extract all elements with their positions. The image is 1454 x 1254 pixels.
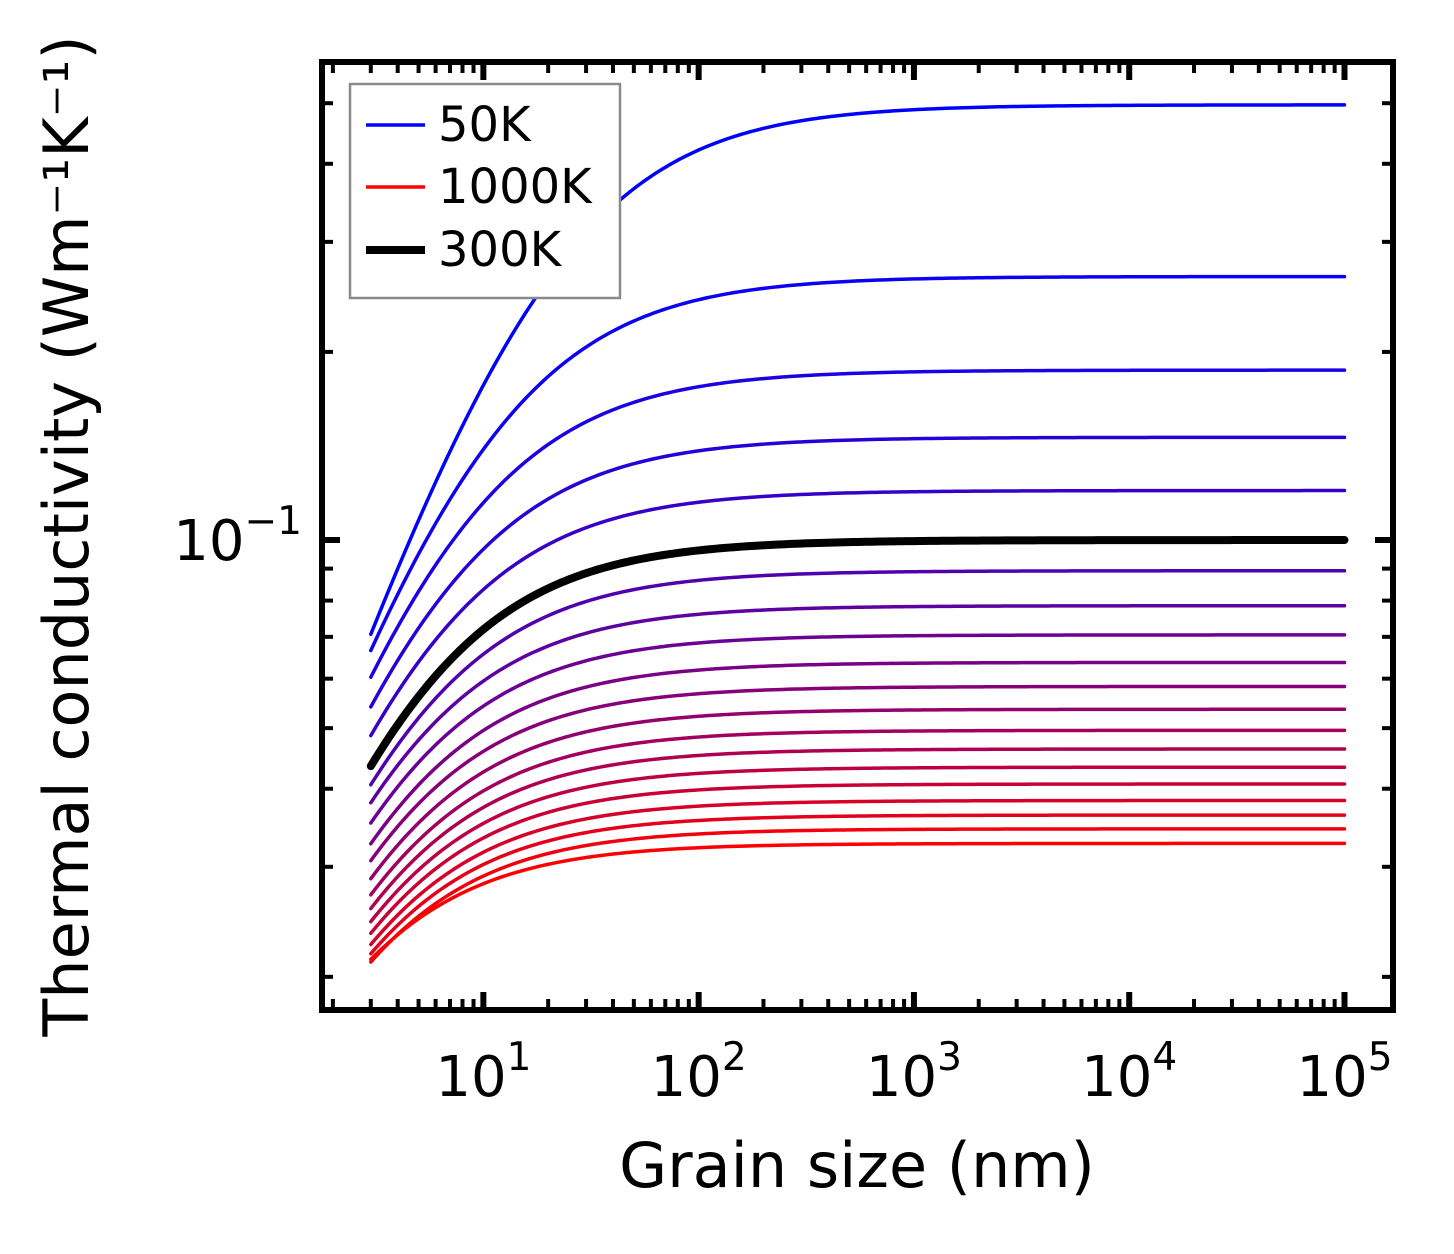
x-tick-label: 102 [651,1035,747,1110]
curve-700K [369,747,1347,911]
x-tick-label: 103 [866,1035,962,1110]
axes-frame [319,59,1396,1013]
curve-300K [366,536,1349,771]
curve-200K [369,435,1347,709]
x-axis-label: Grain size (nm) [619,1129,1095,1202]
curve-250K [369,488,1347,738]
curve-1000K [369,841,1347,962]
curve-500K [369,660,1347,846]
legend-label-50K: 50K [438,97,532,153]
curve-400K [369,603,1347,805]
y-tick-label: 10−1 [173,499,302,574]
curve-450K [369,633,1347,825]
plot-border [319,59,1396,1013]
curve-150K [369,368,1347,679]
y-axis-label: Thermal conductivity (Wm⁻¹K⁻¹) [30,35,103,1037]
legend-label-300K: 300K [438,222,563,278]
curve-950K [369,827,1347,964]
legend: 50K 1000K 300K [348,82,622,300]
curve-800K [369,782,1347,936]
curve-850K [369,798,1347,947]
legend-label-1000K: 1000K [438,159,593,215]
curve-900K [369,813,1347,956]
curve-750K [369,765,1347,924]
curve-650K [369,728,1347,897]
legend-box [348,82,622,300]
tick-labels-group: 101 102 103 104 105 10−1 [173,499,1392,1110]
x-tick-label: 101 [435,1035,531,1110]
curve-100K [369,274,1347,653]
curve-600K [369,707,1347,881]
curve-550K [369,684,1347,863]
legend-rows: 50K 1000K 300K [366,97,593,278]
x-tick-label: 104 [1081,1035,1177,1110]
x-tick-label: 105 [1296,1035,1392,1110]
curve-350K [369,569,1347,787]
curve-50K [369,103,1347,637]
curves-group [366,103,1349,964]
